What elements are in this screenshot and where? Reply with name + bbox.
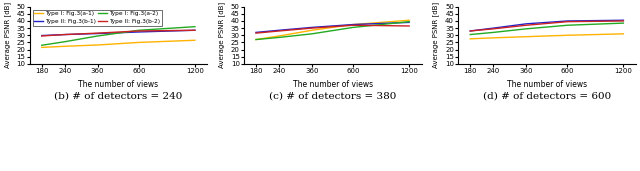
Y-axis label: Average PSNR [dB]: Average PSNR [dB] [433,2,440,68]
X-axis label: The number of views: The number of views [507,80,587,89]
Type I: Fig.3(a-1): (240, 22.3): Fig.3(a-1): (240, 22.3) [61,45,68,47]
Type II: Fig.3(b-1): (240, 30.5): Fig.3(b-1): (240, 30.5) [61,34,68,36]
Type I: Fig.3(a-2): (180, 23): Fig.3(a-2): (180, 23) [38,44,45,46]
Y-axis label: Average PSNR [dB]: Average PSNR [dB] [4,2,11,68]
Type II: Fig.3(b-2): (360, 31.5): Fig.3(b-2): (360, 31.5) [94,32,102,34]
Type II: Fig.3(b-1): (600, 32.3): Fig.3(b-1): (600, 32.3) [135,31,143,33]
Line: Type II: Fig.3(b-2): Type II: Fig.3(b-2) [42,30,195,36]
Type II: Fig.3(b-1): (180, 29.8): Fig.3(b-1): (180, 29.8) [38,35,45,37]
Text: (c) # of detectors = 380: (c) # of detectors = 380 [269,91,396,100]
Type II: Fig.3(b-1): (360, 31.2): Fig.3(b-1): (360, 31.2) [94,32,102,35]
Legend: Type I: Fig.3(a-1), Type II: Fig.3(b-1), Type I: Fig.3(a-2), Type II: Fig.3(b-2): Type I: Fig.3(a-1), Type II: Fig.3(b-1),… [33,10,161,26]
Type I: Fig.3(a-1): (600, 25): Fig.3(a-1): (600, 25) [135,41,143,43]
Type I: Fig.3(a-2): (600, 33.5): Fig.3(a-2): (600, 33.5) [135,29,143,31]
Type I: Fig.3(a-1): (360, 23.2): Fig.3(a-1): (360, 23.2) [94,44,102,46]
Line: Type I: Fig.3(a-2): Type I: Fig.3(a-2) [42,27,195,45]
Type I: Fig.3(a-2): (360, 29.5): Fig.3(a-2): (360, 29.5) [94,35,102,37]
Type II: Fig.3(b-2): (1.2e+03, 33.5): Fig.3(b-2): (1.2e+03, 33.5) [191,29,198,31]
Line: Type I: Fig.3(a-1): Type I: Fig.3(a-1) [42,40,195,47]
Text: (d) # of detectors = 600: (d) # of detectors = 600 [483,91,611,100]
Y-axis label: Average PSNR [dB]: Average PSNR [dB] [218,2,225,68]
Type II: Fig.3(b-2): (600, 33): Fig.3(b-2): (600, 33) [135,30,143,32]
Type II: Fig.3(b-2): (240, 30.5): Fig.3(b-2): (240, 30.5) [61,34,68,36]
Type I: Fig.3(a-2): (240, 25.5): Fig.3(a-2): (240, 25.5) [61,41,68,43]
Type II: Fig.3(b-1): (1.2e+03, 33.5): Fig.3(b-1): (1.2e+03, 33.5) [191,29,198,31]
Line: Type II: Fig.3(b-1): Type II: Fig.3(b-1) [42,30,195,36]
Type I: Fig.3(a-2): (1.2e+03, 36): Fig.3(a-2): (1.2e+03, 36) [191,26,198,28]
X-axis label: The number of views: The number of views [292,80,372,89]
Type I: Fig.3(a-1): (1.2e+03, 26.5): Fig.3(a-1): (1.2e+03, 26.5) [191,39,198,41]
Type II: Fig.3(b-2): (180, 29.5): Fig.3(b-2): (180, 29.5) [38,35,45,37]
Text: (b) # of detectors = 240: (b) # of detectors = 240 [54,91,182,100]
Type I: Fig.3(a-1): (180, 21.5): Fig.3(a-1): (180, 21.5) [38,46,45,48]
X-axis label: The number of views: The number of views [79,80,159,89]
